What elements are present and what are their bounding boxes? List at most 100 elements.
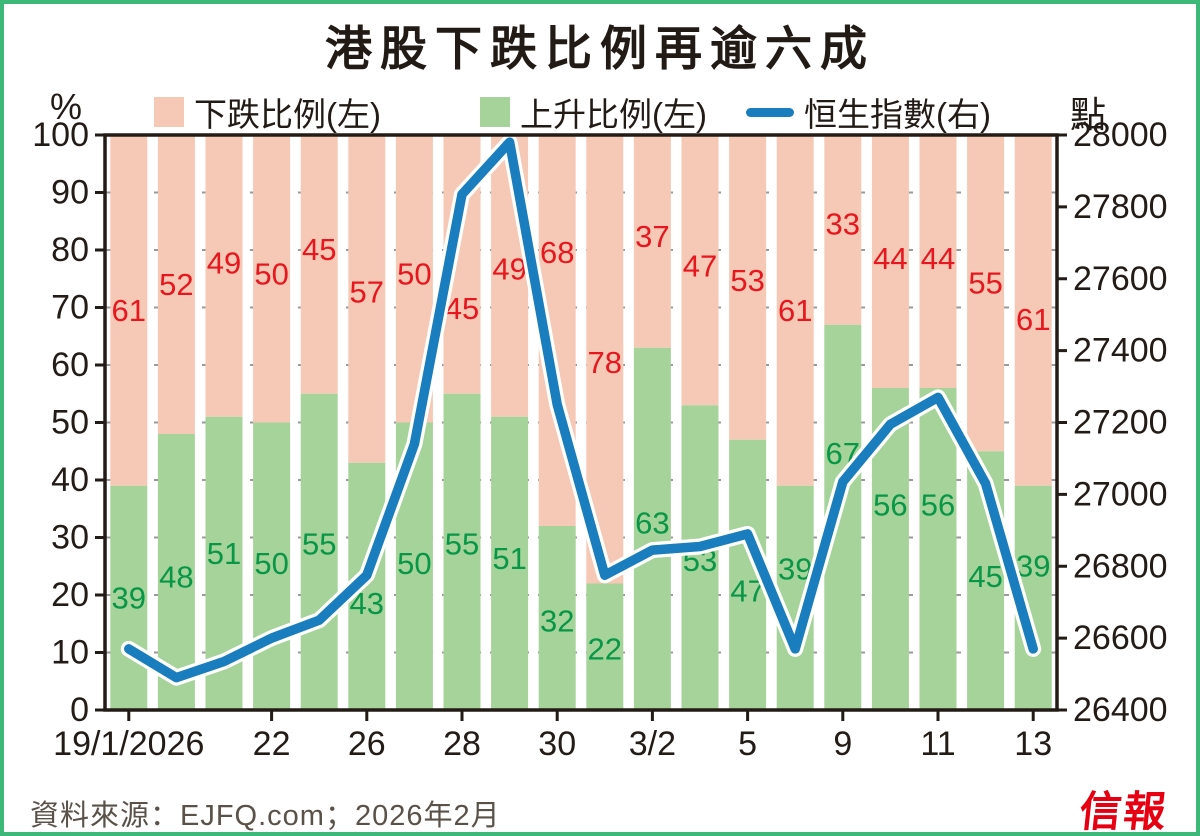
right-axis-unit: 點 (1070, 94, 1107, 135)
chart-title: 港股下跌比例再逾六成 (325, 22, 875, 75)
bar-label-down: 44 (873, 241, 907, 276)
bar-segment-up (300, 393, 338, 710)
right-axis-label: 26400 (1073, 691, 1168, 729)
bar-segment-up (110, 485, 148, 710)
right-axis-label: 26800 (1073, 547, 1168, 585)
x-axis-label: 26 (348, 725, 386, 763)
bar-segment-up (491, 416, 529, 710)
left-axis-label: 50 (51, 404, 89, 442)
bar-segment-down (681, 135, 719, 406)
bar-label-up: 56 (873, 488, 907, 523)
bar-label-down: 49 (492, 251, 526, 286)
bar-label-up: 48 (159, 560, 193, 595)
x-axis-label: 19/1/2026 (53, 725, 204, 763)
bar-segment-down (919, 135, 957, 388)
bar-label-up: 39 (1016, 548, 1050, 583)
bar-label-up: 50 (397, 546, 431, 581)
legend-label-up: 上升比例(左) (520, 96, 707, 133)
hsi-line (124, 137, 1038, 683)
up-ratio-swatch (480, 97, 510, 127)
legend-item-hsi: 恒生指數(右) (746, 88, 991, 136)
left-axis-label: 20 (51, 576, 89, 614)
bar-label-up: 55 (445, 526, 479, 561)
bar-segment-down (967, 135, 1005, 452)
bar-label-down: 61 (778, 293, 812, 328)
bar-label-down: 57 (350, 274, 384, 309)
bar-segment-down (253, 135, 291, 423)
bar-label-down: 33 (826, 206, 860, 241)
bar-label-up: 51 (492, 541, 526, 576)
x-axis-label: 5 (738, 725, 757, 763)
bar-label-up: 32 (540, 604, 574, 639)
x-axis-label: 9 (833, 725, 852, 763)
bar-label-up: 22 (588, 631, 622, 666)
down-ratio-swatch (154, 97, 184, 127)
publisher-logo: 信報 (1077, 788, 1171, 835)
bar-label-up: 51 (207, 536, 241, 571)
right-axis-label: 27800 (1073, 188, 1168, 226)
bar-segment-up (538, 526, 576, 710)
bar-label-up: 45 (968, 559, 1002, 594)
bar-segment-up (681, 405, 719, 710)
bar-label-up: 63 (635, 505, 669, 540)
hsi-line-swatch (746, 107, 794, 117)
right-axis-label: 26600 (1073, 619, 1168, 657)
bar-label-down: 78 (588, 345, 622, 380)
bar-label-down: 53 (730, 263, 764, 298)
bar-label-down: 45 (302, 232, 336, 267)
bar-segment-down (824, 135, 862, 325)
bar-label-up: 50 (254, 546, 288, 581)
bar-label-down: 37 (635, 219, 669, 254)
legend-item-down: 下跌比例(左) (154, 88, 381, 136)
x-axis-label: 13 (1014, 725, 1052, 763)
left-axis-unit: % (50, 86, 83, 127)
left-axis-label: 90 (51, 174, 89, 212)
bar-segment-down (205, 135, 243, 417)
bar-label-down: 68 (540, 235, 574, 270)
left-axis-label: 60 (51, 346, 89, 384)
bar-label-down: 55 (968, 266, 1002, 301)
bar-label-down: 61 (112, 293, 146, 328)
bar-label-down: 50 (254, 256, 288, 291)
bar-segment-down (1014, 135, 1052, 486)
bar-label-down: 52 (159, 267, 193, 302)
plot-border (103, 133, 1059, 712)
bar-segment-down (110, 135, 148, 486)
left-axis-label: 40 (51, 461, 89, 499)
legend-label-hsi: 恒生指數(右) (804, 96, 991, 133)
left-axis-label: 80 (51, 231, 89, 269)
bar-label-down: 61 (1016, 302, 1050, 337)
right-axis-label: 27600 (1073, 260, 1168, 298)
left-axis-label: 30 (51, 519, 89, 557)
x-axis-label: 11 (920, 725, 955, 763)
bar-segment-down (776, 135, 814, 486)
right-axis-label: 27200 (1073, 404, 1168, 442)
left-axis-label: 10 (51, 634, 89, 672)
bar-segment-down (871, 135, 909, 388)
left-axis-label: 0 (70, 691, 89, 729)
legend-item-up: 上升比例(左) (480, 88, 707, 136)
bar-segment-down (729, 135, 767, 440)
left-axis-label: 100 (32, 116, 89, 154)
x-axis-label: 28 (443, 725, 481, 763)
legend-label-down: 下跌比例(左) (194, 96, 381, 133)
x-axis-label: 22 (253, 725, 291, 763)
bar-segment-down (157, 135, 195, 434)
chart-plot: 6139524849515050455557435050455549516832… (32, 116, 1168, 763)
bar-label-up: 56 (921, 488, 955, 523)
bar-label-up: 55 (302, 526, 336, 561)
bar-segment-up (586, 583, 624, 710)
x-axis-label: 30 (538, 725, 576, 763)
right-axis-label: 27000 (1073, 475, 1168, 513)
x-axis-label: 3/2 (629, 725, 676, 763)
bar-label-up: 39 (112, 580, 146, 615)
left-axis-label: 70 (51, 289, 89, 327)
bar-segment-up (253, 422, 291, 710)
bar-segment-up (633, 347, 671, 710)
bar-segment-down (300, 135, 338, 394)
bar-segment-up (919, 388, 957, 710)
bar-segment-up (443, 393, 481, 710)
bar-segment-down (348, 135, 386, 463)
right-axis-label: 27400 (1073, 332, 1168, 370)
